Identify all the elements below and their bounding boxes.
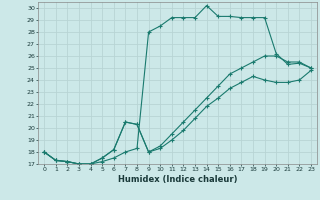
X-axis label: Humidex (Indice chaleur): Humidex (Indice chaleur) [118,175,237,184]
